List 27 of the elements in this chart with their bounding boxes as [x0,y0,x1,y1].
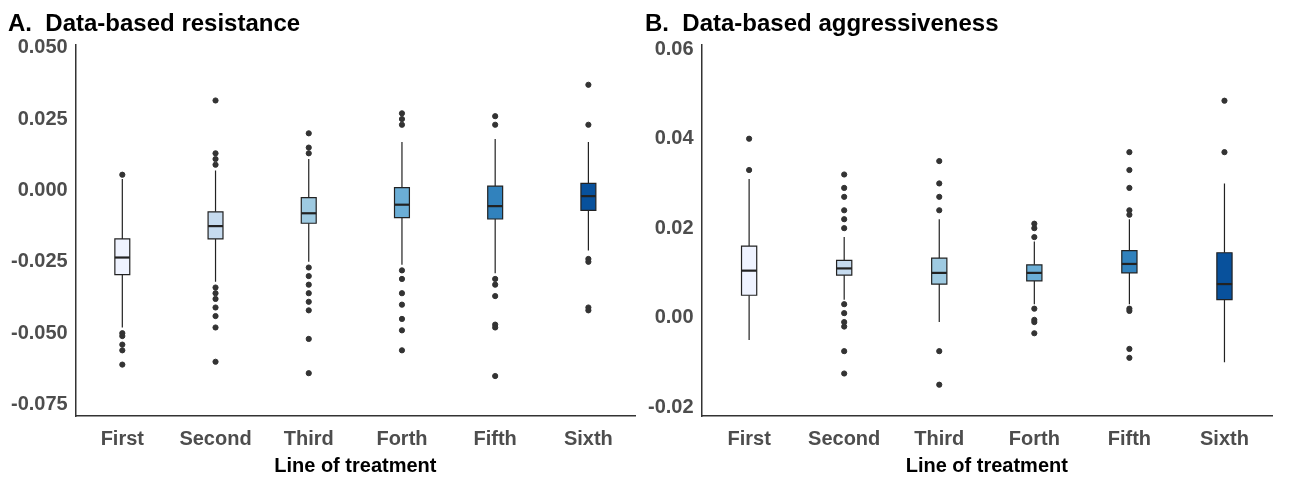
y-tick-label: -0.02 [647,394,694,417]
y-tick-label: 0.00 [654,305,694,328]
x-axis-title: Line of treatment [905,453,1069,476]
x-tick-label: Sixth [1200,426,1249,449]
chart-title: B. Data-based aggressiveness [645,9,999,37]
y-tick-label: 0.000 [17,177,68,200]
x-tick-label: Second [808,426,881,449]
y-tick-label: 0.06 [654,36,694,59]
x-axis-title: Line of treatment [274,453,437,476]
x-tick-label: Forth [376,426,428,449]
x-tick-label: Second [179,426,252,449]
y-tick-label: 0.050 [17,35,68,58]
x-tick-label: Fifth [1107,426,1152,449]
x-tick-label: First [727,426,772,449]
x-tick-label: Fifth [473,426,517,449]
chart-title: A. Data-based resistance [8,9,301,37]
y-tick-label: 0.04 [654,126,695,149]
x-tick-label: Third [283,426,334,449]
y-tick-label: -0.050 [10,320,68,343]
y-tick-label: -0.025 [10,249,68,272]
x-tick-label: First [100,426,145,449]
y-tick-label: 0.025 [17,106,68,129]
x-tick-label: Sixth [563,426,613,449]
y-tick-label: -0.075 [10,392,68,415]
x-tick-label: Forth [1008,426,1060,449]
y-tick-label: 0.02 [654,215,694,238]
x-tick-label: Third [914,426,965,449]
